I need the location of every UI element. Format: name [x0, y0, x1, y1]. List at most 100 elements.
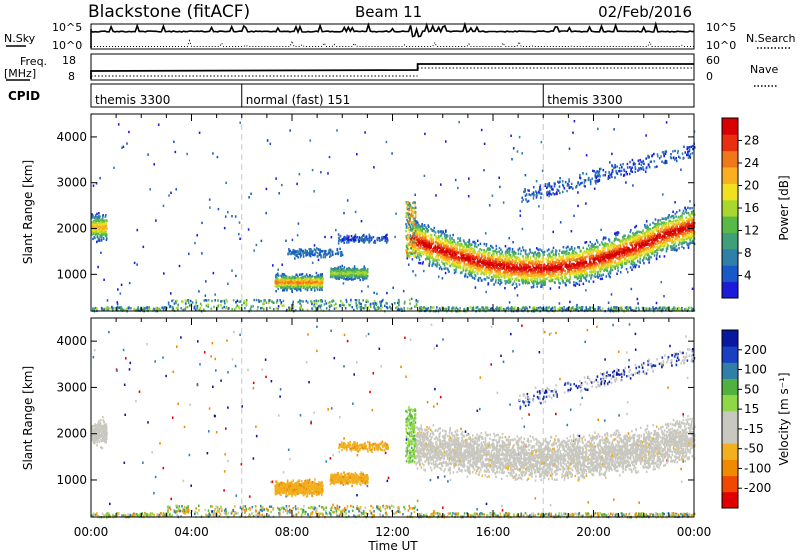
data-cell	[346, 235, 349, 238]
data-cell	[488, 204, 491, 207]
data-cell	[263, 299, 265, 302]
data-cell	[435, 235, 437, 238]
data-cell	[332, 253, 334, 257]
data-cell	[108, 307, 111, 310]
data-cell	[304, 284, 307, 287]
data-cell	[342, 269, 345, 273]
data-cell	[227, 307, 229, 310]
data-cell	[261, 306, 264, 310]
data-cell	[287, 284, 290, 288]
data-cell	[288, 278, 290, 282]
data-cell	[309, 279, 312, 282]
data-cell	[320, 284, 323, 288]
data-cell	[328, 249, 330, 253]
data-cell	[225, 307, 227, 310]
data-cell	[627, 309, 629, 312]
data-cell	[308, 280, 311, 283]
data-cell	[188, 252, 190, 256]
data-cell	[596, 241, 599, 244]
data-cell	[343, 238, 346, 242]
data-cell	[476, 239, 479, 242]
data-cell	[92, 229, 94, 232]
data-cell	[297, 249, 299, 253]
data-cell	[442, 231, 445, 234]
data-cell	[336, 277, 338, 280]
data-cell	[395, 306, 397, 310]
data-cell	[363, 270, 366, 274]
data-cell	[336, 275, 339, 278]
data-cell	[220, 300, 222, 303]
data-cell	[272, 264, 274, 267]
data-cell	[220, 304, 222, 307]
data-cell	[421, 225, 423, 228]
data-cell	[598, 274, 601, 278]
data-cell	[117, 288, 119, 291]
data-cell	[481, 267, 484, 270]
data-cell	[298, 300, 300, 304]
data-cell	[102, 220, 104, 223]
data-cell	[330, 270, 332, 273]
data-cell	[644, 223, 646, 227]
data-cell	[532, 282, 535, 286]
data-cell	[106, 237, 108, 240]
data-cell	[292, 252, 295, 255]
data-cell	[363, 241, 366, 244]
data-cell	[116, 301, 119, 304]
data-cell	[94, 306, 97, 310]
data-cell	[398, 301, 401, 304]
freq-line	[90, 63, 694, 79]
data-cell	[376, 292, 378, 295]
data-cell	[360, 273, 362, 276]
data-cell	[164, 308, 167, 312]
data-cell	[349, 268, 352, 271]
data-cell	[578, 279, 581, 283]
data-cell	[128, 130, 130, 134]
data-cell	[339, 272, 342, 276]
data-cell	[187, 301, 190, 304]
data-cell	[469, 306, 472, 309]
data-cell	[629, 306, 632, 309]
data-cell	[342, 237, 344, 241]
nsky-series	[90, 21, 695, 48]
data-cell	[284, 274, 287, 278]
data-cell	[381, 305, 383, 308]
data-cell	[322, 277, 324, 281]
data-cell	[385, 241, 388, 244]
data-cell	[351, 237, 354, 240]
data-cell	[689, 213, 692, 216]
data-cell	[451, 306, 454, 309]
data-cell	[664, 306, 666, 310]
data-cell	[312, 279, 314, 282]
data-cell	[100, 231, 102, 234]
data-cell	[284, 283, 286, 287]
data-cell	[538, 266, 540, 270]
data-cell	[97, 230, 100, 233]
data-cell	[362, 276, 364, 280]
data-cell	[379, 300, 381, 304]
data-cell	[612, 307, 615, 310]
data-cell	[260, 299, 262, 303]
data-cell	[655, 223, 658, 226]
data-cell	[274, 283, 277, 286]
data-cell	[666, 307, 669, 310]
data-cell	[277, 308, 279, 312]
data-cell	[607, 308, 610, 311]
data-cell	[168, 194, 170, 197]
data-cell	[417, 254, 419, 257]
data-cell	[453, 269, 456, 272]
data-cell	[511, 250, 514, 254]
data-cell	[438, 258, 440, 261]
data-cell	[366, 238, 368, 241]
data-cell	[356, 270, 359, 274]
data-cell	[373, 166, 375, 169]
data-cell	[186, 152, 188, 156]
data-cell	[283, 304, 285, 307]
data-cell	[644, 226, 647, 229]
data-cell	[395, 212, 397, 215]
data-cell	[351, 306, 353, 309]
data-cell	[142, 245, 145, 249]
data-cell	[221, 299, 223, 303]
data-cell	[223, 226, 226, 230]
data-cell	[257, 306, 259, 309]
data-cell	[506, 251, 509, 254]
